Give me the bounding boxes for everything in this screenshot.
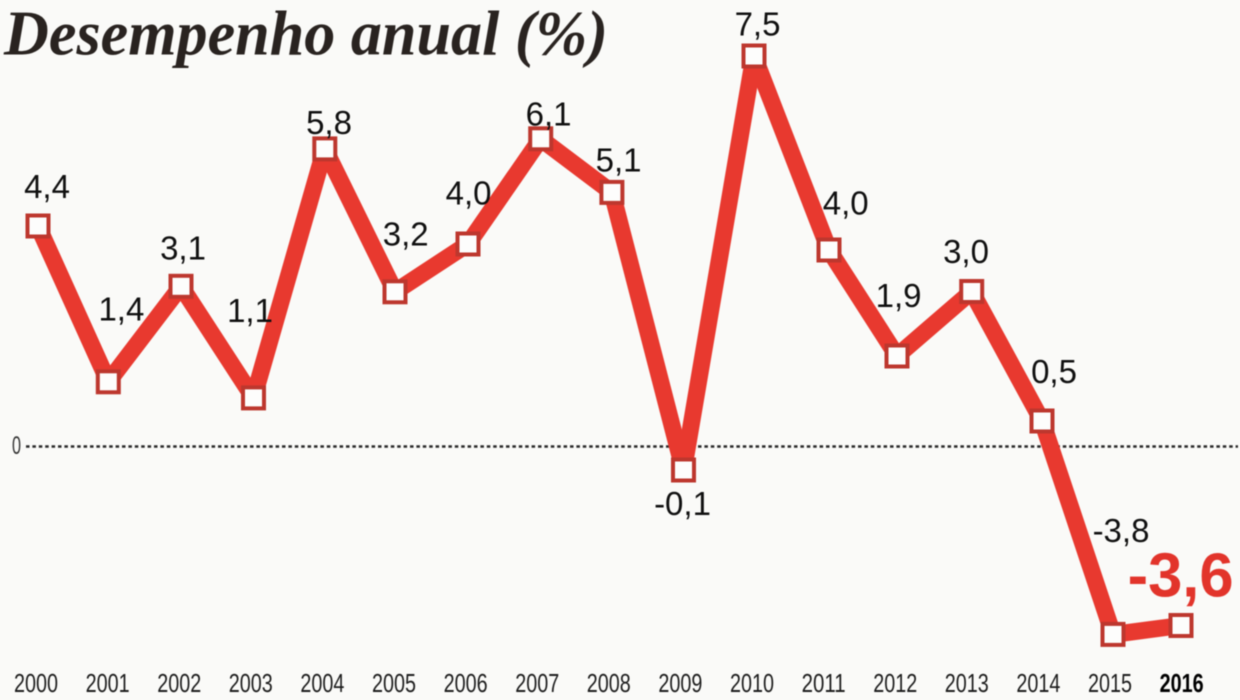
svg-text:3,2: 3,2 [383,216,429,253]
svg-text:-3,8: -3,8 [1093,512,1150,549]
svg-text:2007: 2007 [515,668,559,698]
svg-text:2008: 2008 [587,668,631,698]
svg-text:2002: 2002 [157,668,201,698]
svg-text:2005: 2005 [372,668,416,698]
svg-text:1,1: 1,1 [227,292,273,329]
svg-text:2013: 2013 [945,668,989,698]
svg-text:-0,1: -0,1 [654,485,711,522]
svg-text:6,1: 6,1 [526,96,572,133]
svg-text:0: 0 [12,432,21,460]
svg-text:1,4: 1,4 [98,291,144,328]
svg-text:5,1: 5,1 [596,141,642,178]
svg-text:2015: 2015 [1088,668,1132,698]
svg-text:2006: 2006 [444,668,488,698]
svg-text:-3,6: -3,6 [1128,542,1234,611]
svg-text:3,0: 3,0 [943,233,989,270]
svg-text:2014: 2014 [1016,668,1060,698]
svg-text:4,0: 4,0 [823,184,869,221]
svg-text:2000: 2000 [14,668,58,698]
svg-text:0,5: 0,5 [1031,353,1077,390]
svg-text:5,8: 5,8 [306,104,352,141]
svg-text:1,9: 1,9 [876,277,922,314]
svg-text:3,1: 3,1 [160,229,206,266]
svg-text:4,4: 4,4 [24,168,70,205]
svg-text:2004: 2004 [300,668,344,698]
svg-text:2011: 2011 [802,668,846,698]
svg-text:2003: 2003 [229,668,273,698]
svg-text:Desempenho anual (%): Desempenho anual (%) [3,0,608,69]
svg-text:4,0: 4,0 [446,175,492,212]
svg-text:2001: 2001 [86,668,130,698]
svg-text:2010: 2010 [730,668,774,698]
svg-text:2016: 2016 [1160,668,1204,698]
svg-text:2012: 2012 [873,668,917,698]
svg-text:2009: 2009 [658,668,702,698]
svg-text:7,5: 7,5 [735,6,781,43]
